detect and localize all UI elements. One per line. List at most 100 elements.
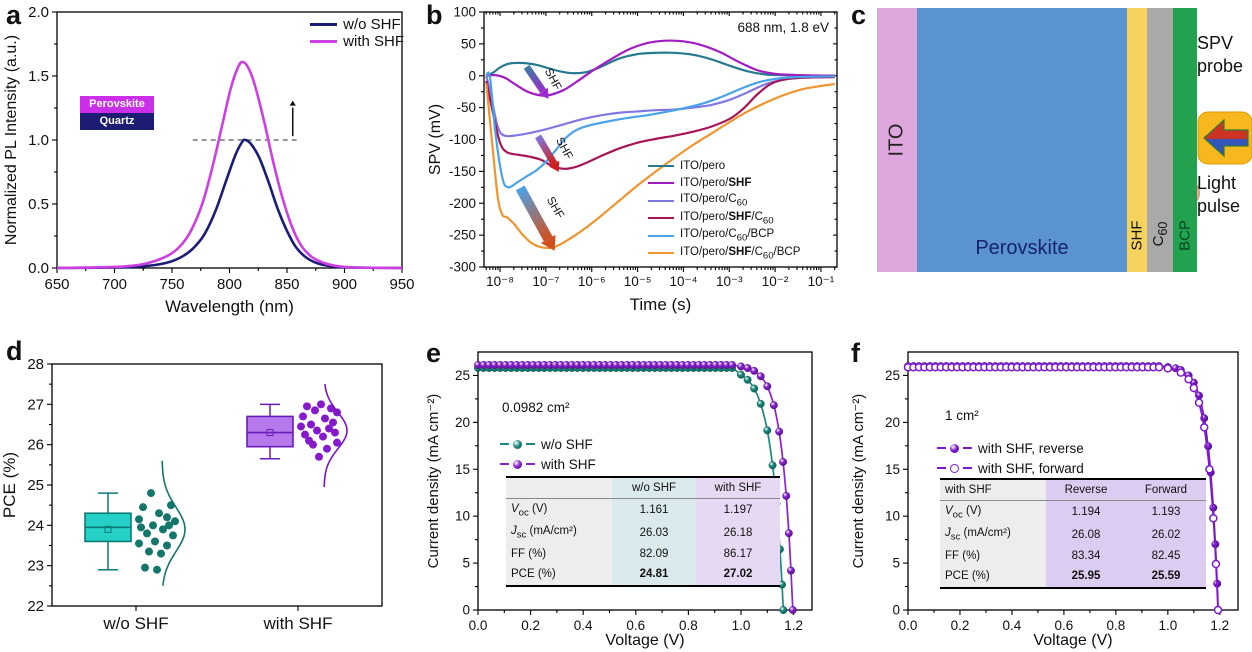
jv-curve-chart: 0.0 0.2 0.4 0.6 0.8 1.0 1.2 0 5 10 15 20 25 Voltage (…: [850, 351, 1239, 649]
y-tick-label: 25: [885, 368, 900, 383]
data-marker: [784, 529, 793, 538]
data-marker: [1189, 383, 1199, 393]
layer-label: SHF: [1128, 220, 1146, 251]
pce-data-point: [333, 438, 341, 447]
legend-item: ITO/pero: [648, 157, 800, 175]
pce-data-point: [163, 541, 171, 550]
shf-shift-arrow: [515, 185, 553, 242]
data-marker: [1154, 362, 1164, 372]
legend-item: ITO/pero/SHF: [648, 175, 800, 193]
x-tick-label: 10⁻⁷: [532, 274, 559, 289]
x-tick-label: 0.8: [679, 618, 698, 633]
y-tick-label: 28: [27, 356, 44, 373]
panel-a: a 650 700 750 800 850 900 950 0.0 0.5 1.0 1.5 2.0 Wa…: [0, 0, 420, 330]
legend-swatch: [648, 234, 674, 237]
data-marker: [779, 606, 788, 614]
y-tick-label: 23: [27, 558, 44, 575]
table-value-cell: 27.02: [696, 564, 780, 587]
table-value-cell: 1.161: [612, 498, 696, 522]
table-row-label: Voc (V): [506, 498, 612, 522]
legend-item: ITO/pero/SHF/C60/BCP: [648, 245, 800, 263]
y-tick-label: 0: [468, 68, 476, 83]
panel-f: f 0.0 0.2 0.4 0.6 0.8 1.0 1.2 0 5 10 15 20 25 Voltage…: [845, 330, 1252, 652]
pce-data-point: [329, 418, 337, 427]
legend-swatch: [648, 182, 674, 185]
legend-swatch: [500, 463, 509, 465]
legend-swatch: [500, 443, 509, 445]
legend-item: with SHF: [500, 454, 596, 474]
layer-label: C60: [1150, 221, 1170, 247]
jv-parameter-table: w/o SHF with SHF Voc (V) 1.161 1.197 Jsc (mA/…: [506, 476, 780, 588]
data-marker: [1209, 513, 1218, 523]
legend-label: ITO/pero/SHF: [680, 177, 752, 190]
legend-label: ITO/pero: [680, 159, 726, 172]
jv-curve-chart: 0.0 0.2 0.4 0.6 0.8 1.0 1.2 0 5 10 15 20 25 Voltage (…: [425, 351, 813, 649]
y-axis-label: Normalized PL Intensity (a.u.): [3, 35, 20, 245]
pce-data-point: [135, 515, 143, 524]
pce-data-point: [325, 424, 333, 433]
table-header-cell: w/o SHF: [612, 477, 696, 500]
legend-marker: [950, 463, 959, 473]
x-tick-label: 800: [217, 276, 242, 293]
pce-data-point: [153, 565, 161, 574]
data-marker: [743, 364, 752, 372]
data-marker: [782, 491, 791, 500]
pce-data-point: [299, 412, 307, 421]
table-row-label: FF (%): [940, 546, 1046, 567]
y-tick-label: 24: [27, 517, 44, 534]
pce-data-point: [163, 513, 171, 522]
table-value-cell: 86.17: [696, 544, 780, 565]
x-axis-label: Time (s): [630, 295, 692, 314]
y-tick-label: 100: [453, 5, 476, 20]
x-tick-label: 0.6: [1055, 618, 1074, 633]
jv-table: with SHF Reverse Forward Voc (V) 1.194 1.193 J…: [940, 478, 1206, 590]
table-value-cell: 25.59: [1126, 566, 1206, 589]
pce-data-point: [165, 521, 173, 530]
panel-e: e 0.0 0.2 0.4 0.6 0.8 1.0 1.2 0 5 10 15 20 25 Voltage…: [420, 330, 845, 652]
x-tick-label: 0.0: [469, 618, 488, 633]
pce-data-point: [171, 517, 179, 526]
layer-c60: C60: [1147, 8, 1173, 272]
x-tick-label: 0.2: [951, 618, 970, 633]
spv-transient-chart: 10⁻⁸ 10⁻⁷ 10⁻⁶ 10⁻⁵ 10⁻⁴ 10⁻³ 10⁻² 10⁻¹ 100 50 0 -5…: [427, 5, 838, 314]
pce-data-point: [151, 537, 159, 546]
table-value-cell: 26.08: [1046, 523, 1126, 547]
legend-label: with SHF, reverse: [978, 440, 1084, 456]
pce-data-point: [321, 414, 329, 423]
y-tick-label: 0.0: [28, 260, 49, 277]
data-marker: [756, 372, 765, 381]
mean-marker: [266, 429, 274, 437]
spv-curve: [486, 39, 835, 97]
x-tick-label: 0.8: [1106, 618, 1125, 633]
data-marker: [1205, 465, 1214, 474]
y-tick-label: 15: [885, 462, 900, 477]
x-tick-label: 0.4: [574, 618, 593, 633]
table-header-cell: [506, 477, 612, 500]
legend-label: ITO/pero/C60/BCP: [680, 228, 775, 244]
pce-data-point: [323, 444, 331, 453]
y-tick-label: 10: [455, 509, 470, 524]
x-tick-label: 0.0: [899, 618, 918, 633]
x-tick-label: 10⁻⁸: [486, 274, 514, 289]
pce-data-point: [331, 428, 339, 437]
y-tick-label: 10: [885, 509, 900, 524]
pce-data-point: [143, 529, 151, 538]
spv-legend: ITO/pero ITO/pero/SHF ITO/pero/C60 ITO/pero…: [648, 157, 800, 262]
legend-swatch: [310, 40, 338, 43]
y-tick-label: 0: [892, 603, 900, 618]
panel-d: d 22 23 24 25 26 27 28 w/o SHF with SHF PCE (%): [0, 330, 420, 652]
x-tick-label: 10⁻⁵: [624, 274, 652, 289]
shf-arrow-label: SHF: [544, 195, 566, 221]
pce-data-point: [307, 420, 315, 429]
y-tick-label: 15: [455, 462, 470, 477]
legend-item: ITO/pero/C60/BCP: [648, 227, 800, 245]
legend-item: w/o SHF: [500, 434, 596, 454]
table-header-cell: with SHF: [940, 479, 1046, 502]
legend-label: with SHF, forward: [978, 460, 1084, 476]
light-pulse-label: Light pulse: [1197, 173, 1241, 216]
layer-perovskite: Perovskite: [917, 8, 1127, 272]
table-row-label: Jsc (mA/cm²): [506, 521, 612, 545]
legend-label: with SHF: [541, 456, 596, 472]
plot-frame: [477, 351, 813, 611]
